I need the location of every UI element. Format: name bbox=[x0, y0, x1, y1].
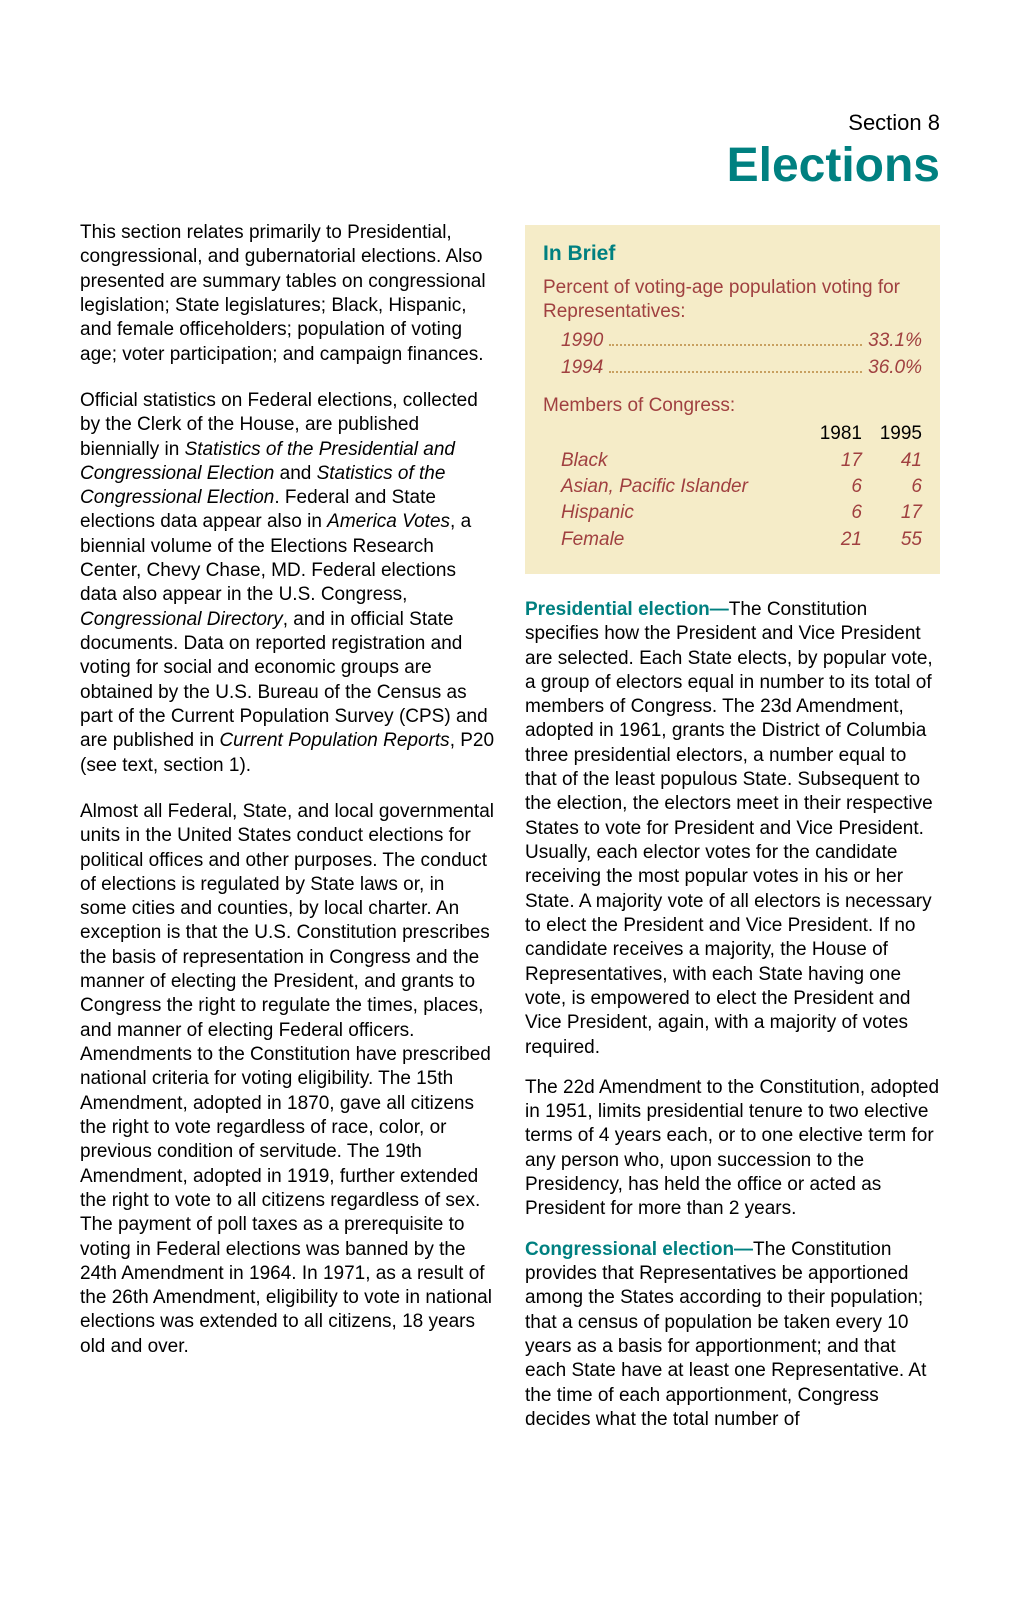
right-body: Presidential election—The Constitution s… bbox=[525, 598, 940, 1432]
members-row: Female 21 55 bbox=[543, 528, 922, 552]
in-brief-title: In Brief bbox=[543, 241, 922, 268]
year-col-1: 1981 bbox=[802, 422, 862, 446]
italic-title: Current Population Reports bbox=[219, 730, 449, 751]
congressional-paragraph: Congressional election—The Constitution … bbox=[525, 1238, 940, 1433]
right-column: In Brief Percent of voting-age populatio… bbox=[525, 221, 940, 1448]
left-column: This section relates primarily to Presid… bbox=[80, 221, 495, 1448]
pct-year: 1994 bbox=[561, 356, 603, 380]
member-value: 17 bbox=[862, 501, 922, 525]
page-title: Elections bbox=[80, 138, 940, 193]
run-in-heading: Congressional election— bbox=[525, 1239, 753, 1260]
text-run: and bbox=[274, 463, 316, 484]
pct-year: 1990 bbox=[561, 329, 603, 353]
italic-title: Congressional Directory bbox=[80, 609, 283, 630]
member-value: 21 bbox=[802, 528, 862, 552]
pct-row: 1994 36.0% bbox=[543, 356, 922, 380]
member-category: Female bbox=[561, 528, 802, 552]
italic-title: America Votes bbox=[327, 511, 450, 532]
text-run: The Constitution specifies how the Presi… bbox=[525, 599, 933, 1058]
pct-value: 36.0% bbox=[868, 356, 922, 380]
member-category: Black bbox=[561, 449, 802, 473]
amendment-22-paragraph: The 22d Amendment to the Constitution, a… bbox=[525, 1076, 940, 1222]
member-value: 17 bbox=[802, 449, 862, 473]
member-value: 41 bbox=[862, 449, 922, 473]
members-table: 1981 1995 Black 17 41 Asian, Pacific Isl… bbox=[543, 422, 922, 552]
year-col-2: 1995 bbox=[862, 422, 922, 446]
members-heading: Members of Congress: bbox=[543, 394, 922, 418]
in-brief-box: In Brief Percent of voting-age populatio… bbox=[525, 225, 940, 574]
member-category: Hispanic bbox=[561, 501, 802, 525]
pct-value: 33.1% bbox=[868, 329, 922, 353]
presidential-paragraph: Presidential election—The Constitution s… bbox=[525, 598, 940, 1060]
two-column-layout: This section relates primarily to Presid… bbox=[80, 221, 940, 1448]
members-row: Black 17 41 bbox=[543, 449, 922, 473]
member-value: 55 bbox=[862, 528, 922, 552]
members-row: Hispanic 6 17 bbox=[543, 501, 922, 525]
intro-paragraph: This section relates primarily to Presid… bbox=[80, 221, 495, 367]
text-run: The Constitution provides that Represent… bbox=[525, 1239, 926, 1430]
members-header-row: 1981 1995 bbox=[543, 422, 922, 446]
amendments-paragraph: Almost all Federal, State, and local gov… bbox=[80, 800, 495, 1359]
member-category: Asian, Pacific Islander bbox=[561, 475, 802, 499]
in-brief-pct-heading: Percent of voting-age population voting … bbox=[543, 276, 922, 324]
leader-dots bbox=[609, 344, 862, 346]
section-label: Section 8 bbox=[80, 110, 940, 136]
sources-paragraph: Official statistics on Federal elections… bbox=[80, 389, 495, 778]
pct-row: 1990 33.1% bbox=[543, 329, 922, 353]
member-value: 6 bbox=[862, 475, 922, 499]
member-value: 6 bbox=[802, 475, 862, 499]
member-value: 6 bbox=[802, 501, 862, 525]
spacer bbox=[543, 422, 802, 446]
members-row: Asian, Pacific Islander 6 6 bbox=[543, 475, 922, 499]
run-in-heading: Presidential election— bbox=[525, 599, 729, 620]
leader-dots bbox=[609, 371, 862, 373]
page-header: Section 8 Elections bbox=[80, 110, 940, 193]
